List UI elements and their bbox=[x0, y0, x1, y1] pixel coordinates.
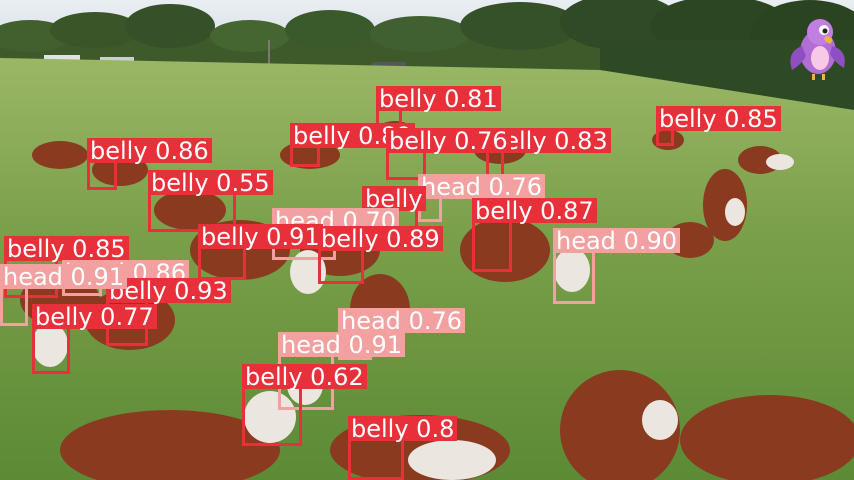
detection-label: belly 0.62 bbox=[242, 364, 367, 389]
belly-detection-box: belly 0.89 bbox=[318, 226, 443, 284]
parrot-mascot-logo bbox=[790, 19, 845, 80]
belly-detection-box: belly 0.89 bbox=[290, 123, 415, 167]
detection-label: head 0.91 bbox=[0, 264, 127, 289]
detection-label: head 0.91 bbox=[278, 332, 405, 357]
detection-label: belly 0.76 bbox=[386, 128, 511, 153]
head-detection-box: head 0.76 bbox=[418, 174, 545, 222]
detection-label: head 0.90 bbox=[553, 228, 680, 253]
detection-label: belly 0.89 bbox=[318, 226, 443, 251]
belly-detection-box: belly 0.85 bbox=[656, 106, 781, 146]
belly-detection-box: belly 0.85 bbox=[4, 236, 129, 298]
detection-label: belly 0.81 bbox=[376, 86, 501, 111]
belly-detection-box: belly 0.62 bbox=[242, 364, 367, 446]
detection-label: head 0.76 bbox=[418, 174, 545, 199]
belly-detection-box: belly 0.91 bbox=[198, 224, 323, 280]
belly-detection-box: belly 0.8 bbox=[348, 416, 458, 480]
head-detection-box: head 0.90 bbox=[553, 228, 680, 304]
detection-label: belly 0.85 bbox=[4, 236, 129, 261]
belly-detection-box: belly 0.86 bbox=[87, 138, 212, 190]
belly-detection-box: belly 0.87 bbox=[472, 198, 597, 272]
belly-detection-box: belly 0.55 bbox=[148, 170, 273, 232]
detection-label: belly 0.91 bbox=[198, 224, 323, 249]
detection-label: belly bbox=[362, 186, 426, 211]
belly-detection-box: belly 0.76 bbox=[386, 128, 511, 180]
belly-detection-box: belly 0.77 bbox=[32, 304, 157, 374]
head-detection-box: head 0.91 bbox=[0, 264, 127, 326]
detection-label: belly 0.77 bbox=[32, 304, 157, 329]
detection-label: head 0.76 bbox=[338, 308, 465, 333]
detection-label: belly 0.8 bbox=[348, 416, 458, 441]
head-detection-box: head 0.76 bbox=[338, 308, 465, 360]
belly-detection-box: belly 0.81 bbox=[376, 86, 501, 130]
detection-label: belly 0.85 bbox=[656, 106, 781, 131]
cattle-white-faces bbox=[32, 154, 794, 480]
detection-label: belly 0.87 bbox=[472, 198, 597, 223]
detection-label: belly 0.86 bbox=[87, 138, 212, 163]
detection-label: belly 0.55 bbox=[148, 170, 273, 195]
